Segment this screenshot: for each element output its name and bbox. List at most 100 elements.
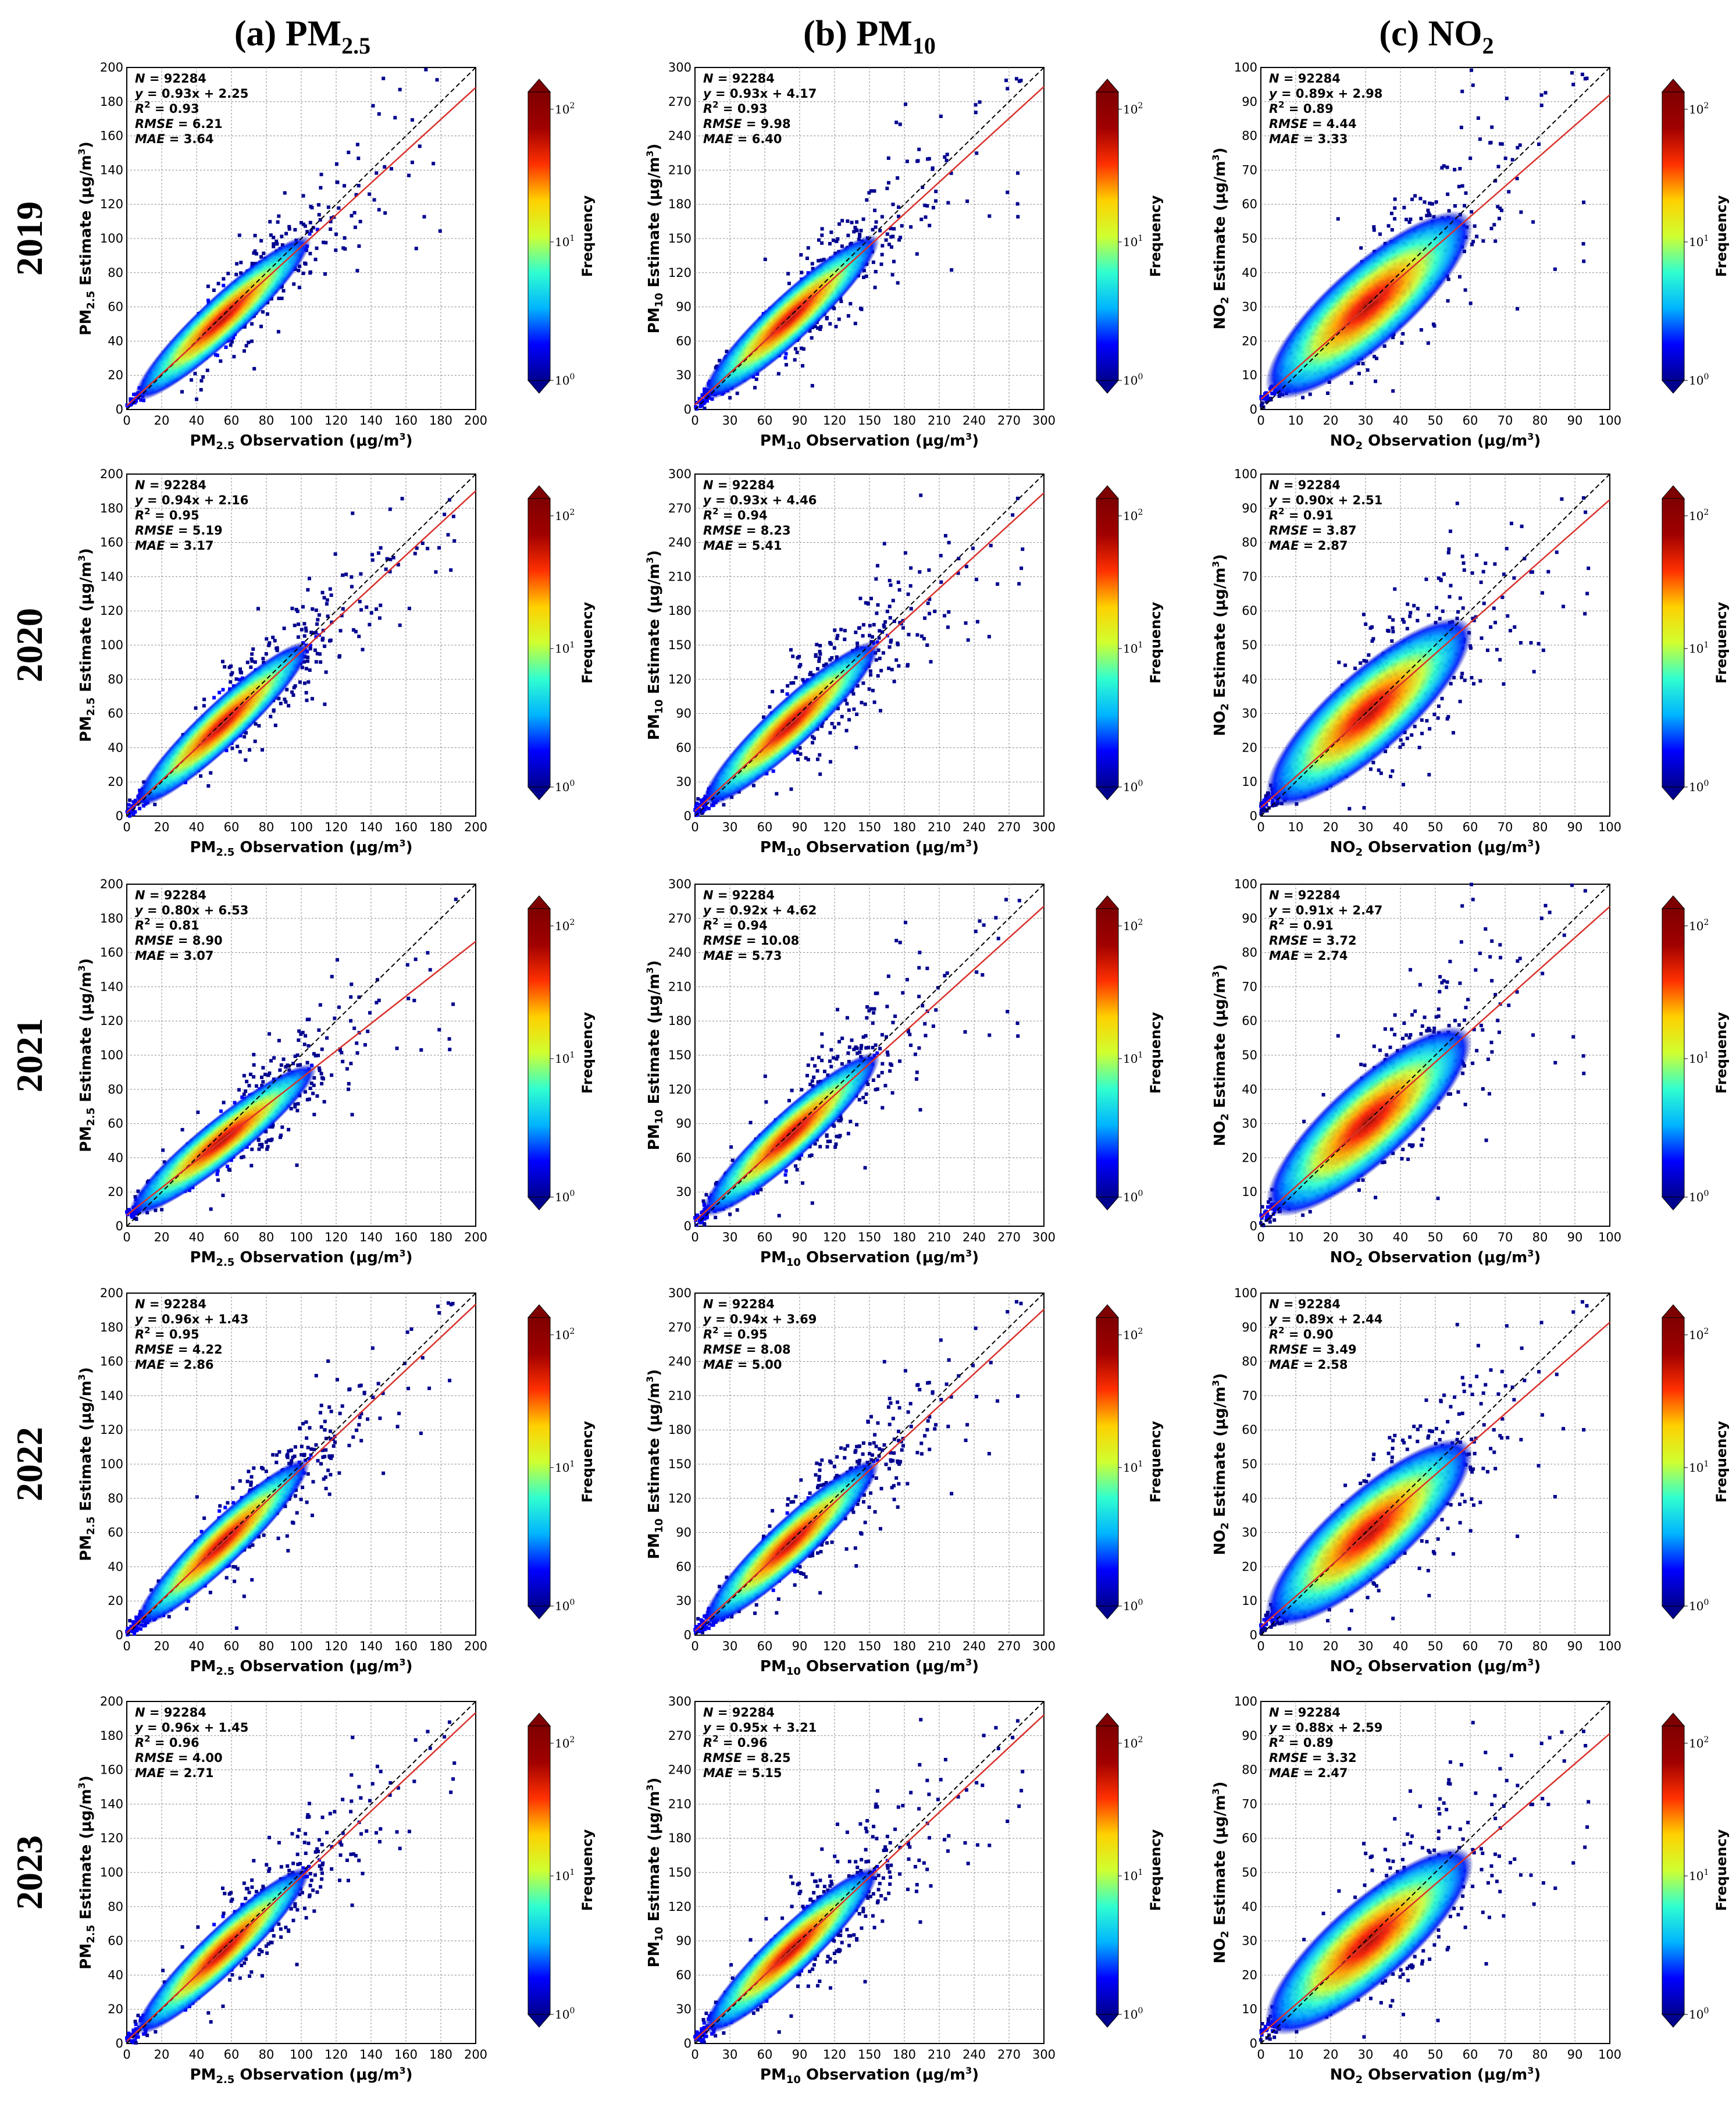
- stat-line: y = 0.93x + 4.17: [703, 87, 817, 101]
- data-point: [825, 316, 829, 320]
- data-point: [145, 2034, 149, 2038]
- x-tick-label: 0: [123, 1230, 130, 1244]
- data-point: [287, 704, 291, 708]
- data-point: [370, 1346, 375, 1350]
- data-point: [451, 1777, 455, 1781]
- data-point: [868, 633, 872, 638]
- colorbar-tick-label: 101: [555, 234, 575, 249]
- data-point: [897, 205, 901, 209]
- data-point: [697, 397, 701, 401]
- data-point: [311, 1480, 315, 1484]
- data-point: [934, 190, 938, 194]
- data-point: [318, 1411, 322, 1415]
- data-point: [837, 222, 842, 226]
- data-point: [248, 1072, 252, 1076]
- data-point: [452, 539, 457, 543]
- data-point: [229, 672, 233, 677]
- data-point: [237, 678, 241, 682]
- data-point: [302, 1906, 306, 1910]
- data-point: [127, 814, 131, 818]
- data-point: [371, 104, 375, 108]
- data-point: [267, 643, 271, 647]
- data-point: [412, 1779, 416, 1783]
- data-point: [296, 1063, 300, 1067]
- data-point: [338, 1853, 343, 1857]
- row-year-label: 2019: [9, 201, 50, 276]
- x-axis-title: PM2.5 Observation (μg/m3): [190, 838, 412, 859]
- data-point: [298, 264, 302, 268]
- data-point: [889, 226, 893, 230]
- data-point: [320, 1815, 325, 1820]
- data-point: [265, 1951, 269, 1955]
- data-point: [309, 631, 313, 635]
- data-point: [310, 1514, 314, 1518]
- data-point: [275, 1461, 279, 1465]
- data-point: [375, 607, 379, 611]
- scatter-panel-PM2.5-2022: 0020204040606080801001001201201401401601…: [76, 1286, 596, 1678]
- x-tick-label: 80: [259, 1639, 275, 1653]
- data-point: [834, 325, 838, 329]
- x-tick-label: 270: [997, 820, 1021, 834]
- data-point: [385, 557, 389, 561]
- data-point: [359, 1383, 363, 1387]
- data-point: [277, 1922, 281, 1926]
- data-point: [244, 1089, 248, 1093]
- data-point: [861, 634, 865, 638]
- data-point: [355, 143, 359, 147]
- y-tick-label: 0: [116, 403, 123, 416]
- data-point: [247, 1084, 251, 1088]
- data-point: [229, 1891, 233, 1895]
- data-point: [877, 636, 881, 640]
- data-point: [218, 1509, 222, 1513]
- colorbar-tick-label: 101: [555, 1868, 575, 1883]
- data-point: [800, 270, 804, 275]
- data-point: [818, 772, 822, 776]
- data-point: [130, 804, 134, 808]
- data-point: [919, 634, 924, 638]
- data-point: [312, 1909, 316, 1913]
- data-point: [293, 1902, 297, 1906]
- data-point: [944, 158, 949, 162]
- y-tick-label: 160: [100, 1355, 123, 1369]
- data-point: [987, 635, 991, 639]
- data-point: [215, 1172, 219, 1176]
- x-tick-label: 140: [359, 820, 383, 834]
- data-point: [195, 1495, 199, 1499]
- data-point: [313, 1850, 318, 1854]
- data-point: [317, 1028, 321, 1032]
- x-tick-label: 60: [224, 820, 240, 834]
- y-tick-label: 100: [100, 1457, 123, 1471]
- data-point: [892, 620, 896, 624]
- data-point: [293, 1102, 297, 1106]
- data-point: [889, 583, 893, 587]
- data-point: [840, 219, 844, 223]
- data-point: [407, 173, 411, 177]
- data-point: [312, 1112, 316, 1116]
- data-point: [854, 746, 858, 750]
- data-point: [763, 257, 767, 261]
- data-point: [388, 569, 392, 574]
- data-point: [908, 584, 912, 588]
- x-tick-label: 210: [928, 414, 951, 428]
- data-point: [264, 1944, 268, 1948]
- y-tick-label: 180: [668, 197, 691, 211]
- data-point: [855, 641, 860, 645]
- data-point: [306, 680, 311, 684]
- data-point: [263, 1073, 268, 1077]
- data-point: [131, 1629, 136, 1633]
- data-point: [318, 218, 322, 222]
- data-point: [254, 1889, 258, 1893]
- data-point: [249, 339, 254, 343]
- data-point: [343, 236, 347, 240]
- data-point: [890, 245, 894, 249]
- x-tick-label: 150: [858, 820, 881, 834]
- data-point: [359, 1439, 363, 1443]
- data-point: [818, 643, 822, 647]
- y-tick-label: 160: [100, 946, 123, 960]
- data-point: [697, 807, 701, 811]
- data-point: [395, 1046, 399, 1051]
- colorbar-tick-label: 102: [555, 1735, 575, 1750]
